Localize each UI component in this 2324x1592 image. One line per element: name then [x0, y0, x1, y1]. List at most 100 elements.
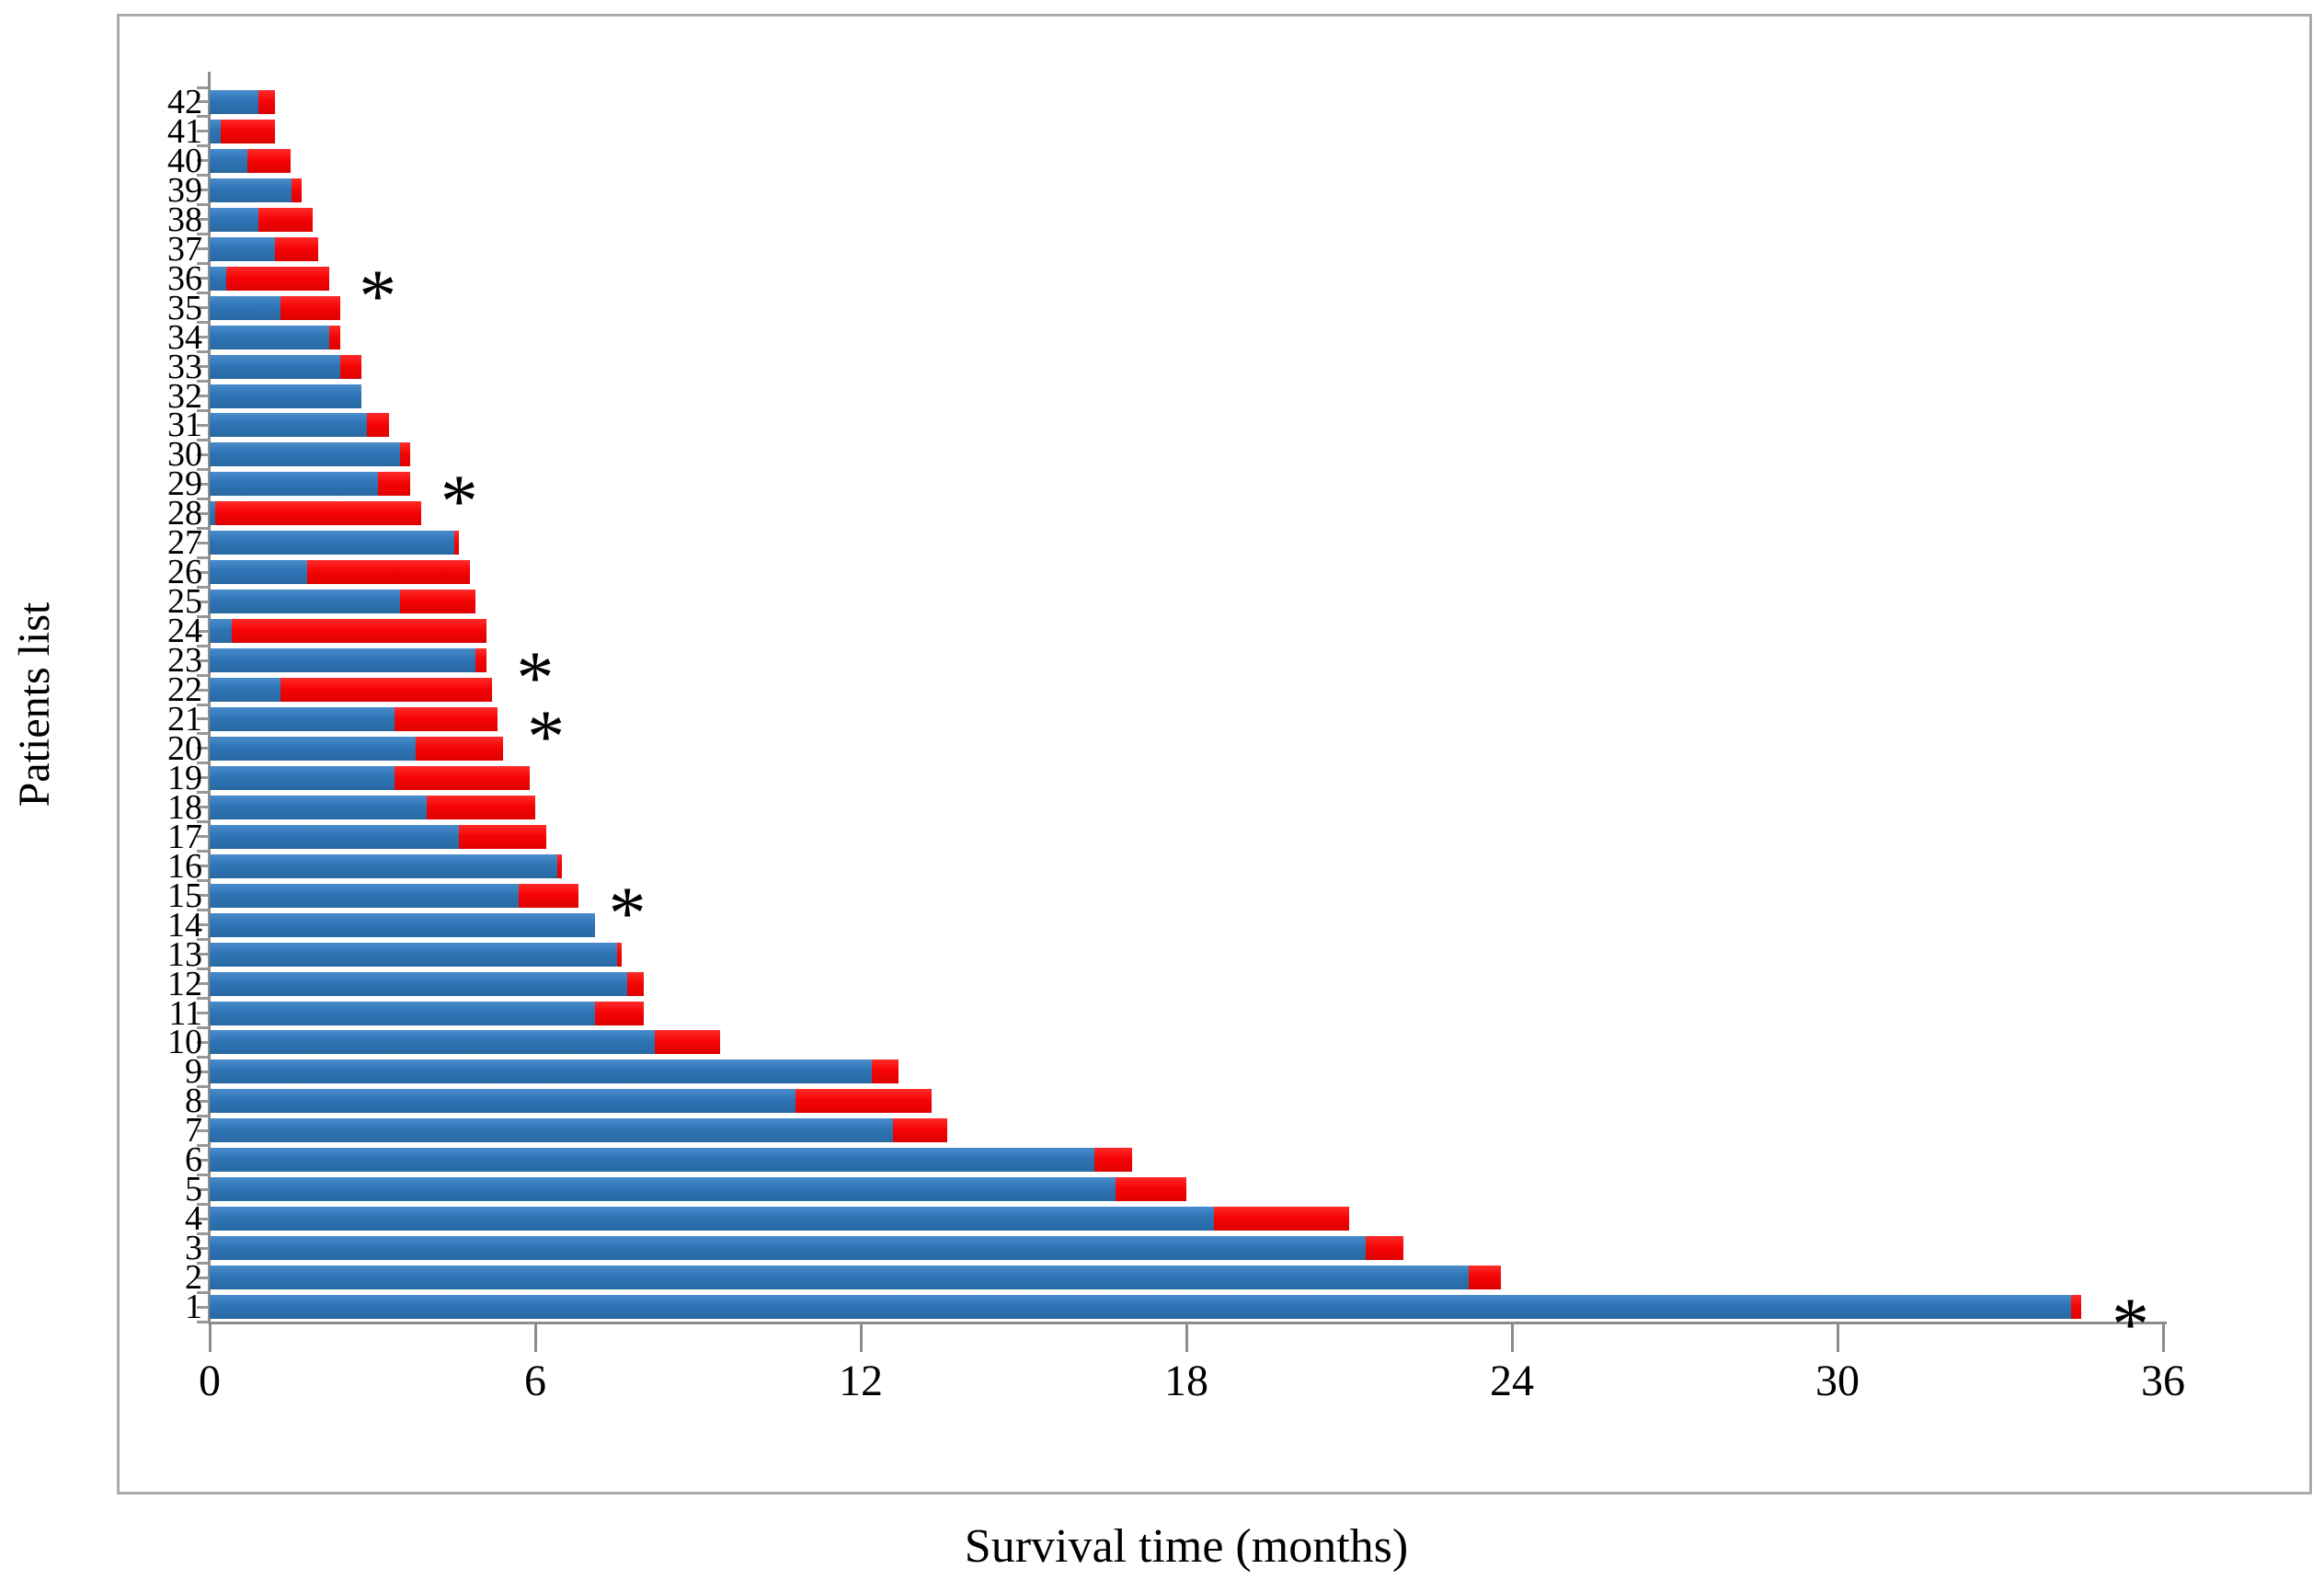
y-axis-minor-tick	[197, 835, 209, 839]
bar-blue-segment	[210, 413, 368, 438]
y-axis-minor-tick	[197, 1202, 209, 1206]
patient-label: 19	[167, 758, 202, 797]
bar-red-segment	[328, 325, 340, 349]
patient-label: 31	[167, 406, 202, 445]
patient-label: 3	[185, 1229, 202, 1268]
bar-blue-segment	[210, 853, 557, 878]
patient-label: 37	[167, 229, 202, 269]
bar-red-segment	[339, 354, 362, 379]
bar-blue-segment	[210, 148, 248, 173]
bar-red-segment	[247, 148, 292, 173]
y-axis-minor-tick	[197, 850, 209, 853]
patient-label: 28	[167, 494, 202, 533]
y-axis-line	[208, 72, 211, 1324]
bar-red-segment	[616, 942, 623, 967]
y-axis-minor-tick	[197, 1114, 209, 1117]
x-axis-tick	[1510, 1324, 1514, 1352]
patient-label: 25	[167, 582, 202, 622]
y-axis-minor-tick	[197, 938, 209, 942]
censor-asterisk: *	[527, 693, 566, 778]
bar-red-segment	[1468, 1266, 1502, 1290]
bar-red-segment	[394, 765, 531, 790]
bar-red-segment	[519, 883, 579, 908]
y-axis-minor-tick	[197, 1084, 209, 1088]
y-axis-minor-tick	[197, 909, 209, 912]
y-axis-minor-tick	[197, 262, 209, 266]
bar-red-segment	[377, 472, 411, 497]
patient-label: 38	[167, 200, 202, 239]
patient-label: 8	[185, 1082, 202, 1121]
bar-red-segment	[231, 619, 487, 644]
bar-red-segment	[2070, 1295, 2082, 1320]
y-axis-minor-tick	[197, 1012, 209, 1014]
bar-red-segment	[1116, 1177, 1186, 1202]
censor-asterisk: *	[2111, 1282, 2149, 1367]
y-axis-minor-tick	[197, 1158, 209, 1162]
patient-label: 1	[185, 1288, 202, 1327]
y-axis-minor-tick	[197, 1217, 209, 1220]
y-axis-minor-tick	[197, 526, 209, 530]
bar-red-segment	[654, 1030, 720, 1055]
bar-red-segment	[453, 531, 460, 555]
bar-blue-segment	[210, 765, 395, 790]
patient-label: 20	[167, 728, 202, 768]
bar-red-segment	[594, 1001, 644, 1025]
bar-blue-segment	[210, 472, 378, 497]
patient-label: 35	[167, 288, 202, 327]
bar-blue-segment	[210, 824, 460, 849]
bar-red-segment	[627, 971, 644, 996]
y-axis-minor-tick	[197, 1231, 209, 1235]
y-axis-minor-tick	[197, 292, 209, 295]
bar-red-segment	[220, 119, 275, 143]
y-axis-minor-tick	[197, 467, 209, 471]
bar-red-segment	[427, 795, 535, 819]
y-axis-minor-tick	[197, 321, 209, 325]
x-axis-tick-label: 18	[1164, 1357, 1208, 1405]
patient-label: 29	[167, 464, 202, 504]
bar-blue-segment	[210, 1207, 1214, 1231]
y-axis-minor-tick	[197, 277, 209, 281]
y-axis-minor-tick	[197, 511, 209, 515]
bar-red-segment	[475, 648, 487, 673]
y-axis-minor-tick	[197, 747, 209, 750]
patient-label: 27	[167, 523, 202, 563]
bar-blue-segment	[210, 560, 308, 585]
bar-red-segment	[258, 89, 275, 114]
x-axis-tick	[208, 1324, 212, 1352]
y-axis-minor-tick	[197, 1040, 209, 1044]
x-axis-tick	[859, 1324, 863, 1352]
bar-blue-segment	[210, 648, 476, 673]
y-axis-minor-tick	[197, 336, 209, 339]
bar-blue-segment	[210, 590, 400, 614]
bar-red-segment	[796, 1089, 932, 1114]
bar-blue-segment	[210, 942, 617, 967]
y-axis-minor-tick	[197, 879, 209, 883]
bar-red-segment	[1213, 1207, 1349, 1231]
y-axis-minor-tick	[197, 703, 209, 706]
x-axis-line	[208, 1322, 2167, 1324]
patient-label: 11	[168, 993, 202, 1033]
y-axis-minor-tick	[197, 1173, 209, 1176]
bar-blue-segment	[210, 325, 329, 349]
bar-red-segment	[416, 736, 503, 761]
y-axis-minor-tick	[197, 247, 209, 251]
x-axis-tick	[533, 1324, 537, 1352]
patient-label: 14	[167, 905, 202, 945]
y-axis-minor-tick	[197, 659, 209, 662]
y-axis-minor-tick	[197, 762, 209, 765]
patient-label: 42	[167, 82, 202, 121]
y-axis-minor-tick	[197, 820, 209, 824]
patient-label: 32	[167, 376, 202, 416]
y-axis-minor-tick	[197, 644, 209, 647]
y-axis-minor-tick	[197, 218, 209, 222]
patient-label: 21	[167, 699, 202, 739]
bar-blue-segment	[210, 736, 417, 761]
y-axis-minor-tick	[197, 806, 209, 809]
y-axis-minor-tick	[197, 452, 209, 456]
patient-label: 16	[167, 846, 202, 886]
bar-blue-segment	[210, 354, 340, 379]
x-axis-tick	[1836, 1324, 1839, 1352]
patient-label: 39	[167, 170, 202, 210]
y-axis-minor-tick	[197, 1320, 209, 1323]
bar-blue-segment	[210, 1030, 655, 1055]
